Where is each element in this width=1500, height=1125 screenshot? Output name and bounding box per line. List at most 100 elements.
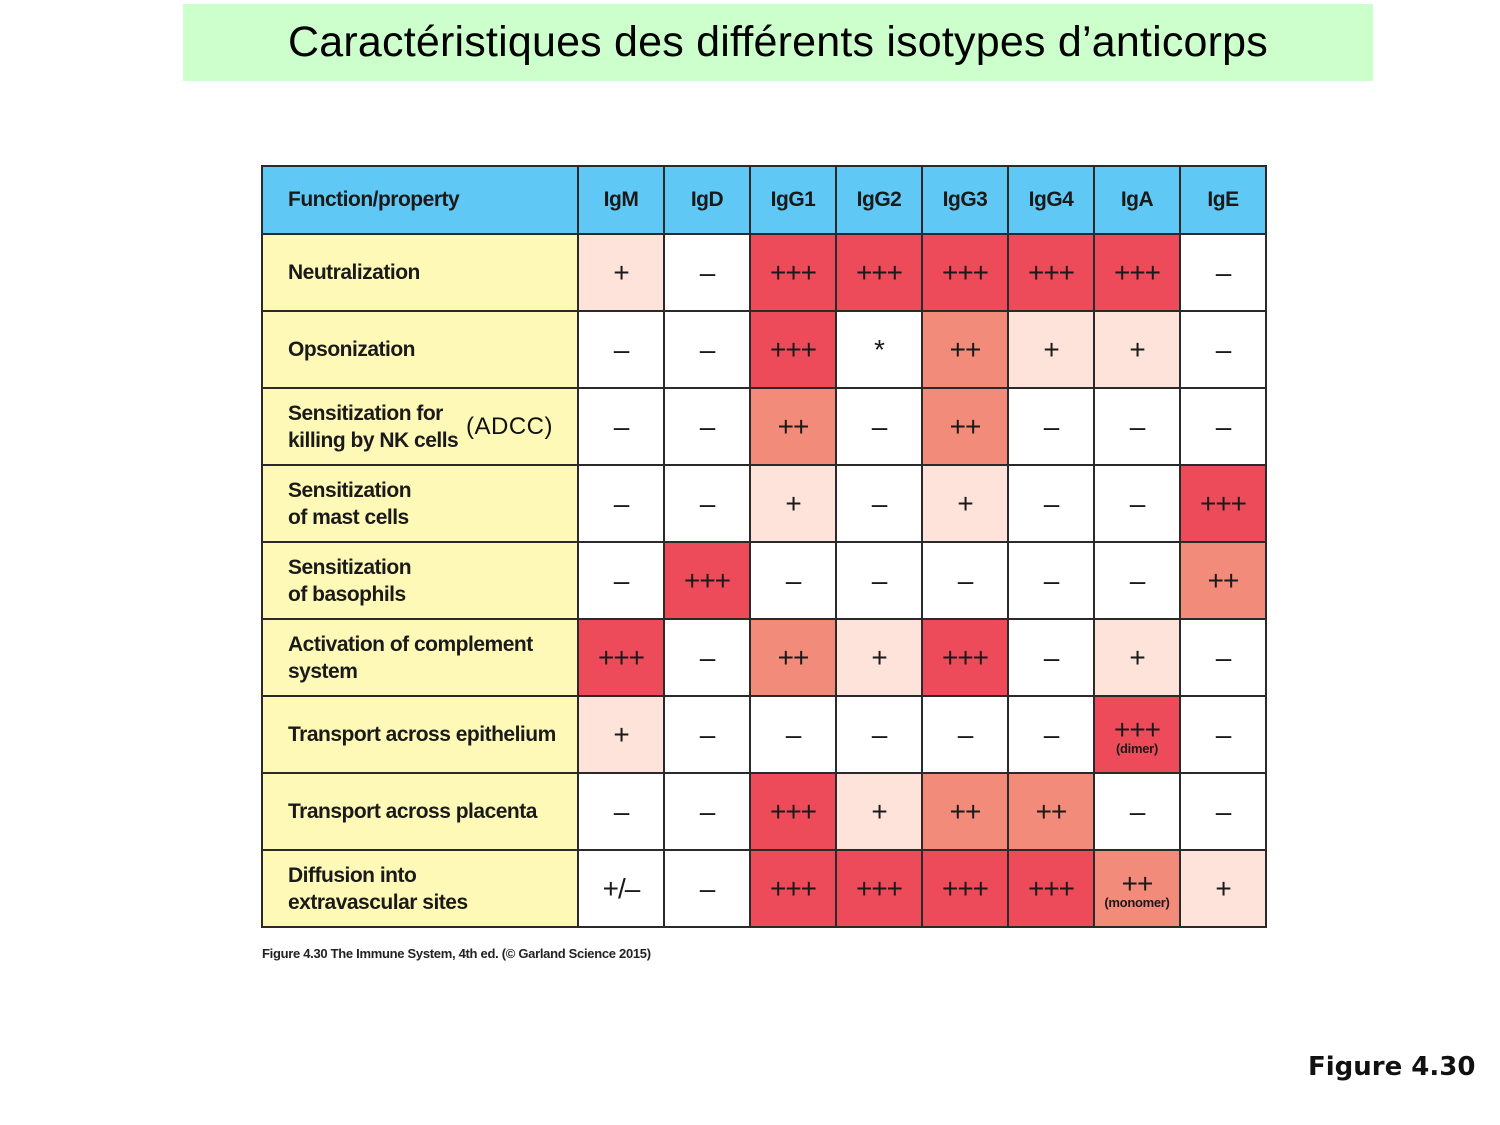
cell-value: ++ bbox=[1035, 795, 1068, 827]
cell-value: ++ bbox=[1207, 564, 1240, 596]
column-header: IgE bbox=[1179, 165, 1267, 235]
value-cell: – bbox=[1179, 233, 1267, 312]
column-header: IgM bbox=[577, 165, 665, 235]
cell-value: – bbox=[1215, 410, 1232, 442]
cell-value: – bbox=[699, 872, 716, 904]
value-cell: – bbox=[577, 464, 665, 543]
cell-value: ++ bbox=[949, 410, 982, 442]
value-cell: * bbox=[835, 310, 923, 389]
value-cell: +++ bbox=[749, 310, 837, 389]
cell-value: + bbox=[871, 641, 887, 673]
value-cell: – bbox=[1179, 310, 1267, 389]
value-cell: – bbox=[663, 464, 751, 543]
cell-value: – bbox=[613, 487, 630, 519]
cell-value: +++ bbox=[941, 872, 989, 904]
value-cell: – bbox=[663, 233, 751, 312]
cell-value: – bbox=[957, 718, 974, 750]
cell-value: + bbox=[785, 487, 801, 519]
value-cell: +/– bbox=[577, 849, 665, 928]
cell-value: ++ bbox=[1121, 868, 1154, 899]
value-cell: +++ bbox=[921, 233, 1009, 312]
value-cell: – bbox=[749, 541, 837, 620]
row-label-line: Activation of complement bbox=[288, 632, 533, 656]
cell-note: (monomer) bbox=[1104, 895, 1170, 910]
row-label: Sensitization for killing by NK cells (ADC… bbox=[261, 387, 579, 466]
value-cell: ++ bbox=[921, 772, 1009, 851]
row-label: Sensitization of basophils bbox=[261, 541, 579, 620]
value-cell: – bbox=[1093, 464, 1181, 543]
row-label: Opsonization bbox=[261, 310, 579, 389]
value-cell: – bbox=[577, 387, 665, 466]
column-header: IgA bbox=[1093, 165, 1181, 235]
cell-value: – bbox=[1129, 564, 1146, 596]
row-label-line: of basophils bbox=[288, 582, 406, 606]
row-label-line: Sensitization bbox=[288, 478, 412, 502]
row-label: Transport across placenta bbox=[261, 772, 579, 851]
cell-value: ++ bbox=[777, 641, 810, 673]
cell-value: – bbox=[613, 795, 630, 827]
cell-value: +++ bbox=[1199, 487, 1247, 519]
cell-value: – bbox=[699, 795, 716, 827]
value-cell: +++ bbox=[663, 541, 751, 620]
cell-value: + bbox=[1215, 872, 1231, 904]
cell-value: +++ bbox=[941, 256, 989, 288]
value-cell: + bbox=[1093, 310, 1181, 389]
cell-value: – bbox=[699, 641, 716, 673]
cell-value: – bbox=[1043, 564, 1060, 596]
row-label-line: of mast cells bbox=[288, 505, 409, 529]
value-cell: +++ bbox=[835, 849, 923, 928]
value-cell: ++ bbox=[921, 310, 1009, 389]
column-header: IgG3 bbox=[921, 165, 1009, 235]
cell-value: +++ bbox=[855, 256, 903, 288]
column-header: IgD bbox=[663, 165, 751, 235]
table-body: Neutralization + – +++ +++ +++ +++ +++ – Opsoniza… bbox=[261, 233, 1267, 928]
row-label: Neutralization bbox=[261, 233, 579, 312]
value-cell: – bbox=[1179, 772, 1267, 851]
cell-value: – bbox=[1043, 410, 1060, 442]
table-row: Neutralization + – +++ +++ +++ +++ +++ – bbox=[261, 233, 1267, 312]
row-label: Activation of complement system bbox=[261, 618, 579, 697]
row-label: Diffusion into extravascular sites bbox=[261, 849, 579, 928]
cell-value: + bbox=[957, 487, 973, 519]
cell-value: +++ bbox=[769, 256, 817, 288]
value-cell: – bbox=[1179, 387, 1267, 466]
table-row: Activation of complement system +++ – ++ + +++… bbox=[261, 618, 1267, 697]
cell-value: + bbox=[613, 718, 629, 750]
value-cell: ++ bbox=[1007, 772, 1095, 851]
cell-value: – bbox=[785, 718, 802, 750]
cell-value: – bbox=[1215, 256, 1232, 288]
slide-title-bar: Caractéristiques des différents isotypes… bbox=[183, 4, 1373, 81]
value-cell: +++ bbox=[577, 618, 665, 697]
value-cell: +++ bbox=[921, 618, 1009, 697]
cell-value: – bbox=[1043, 641, 1060, 673]
value-cell: – bbox=[835, 695, 923, 774]
value-cell: – bbox=[577, 772, 665, 851]
cell-value: – bbox=[1043, 718, 1060, 750]
cell-value: +++ bbox=[941, 641, 989, 673]
value-cell: – bbox=[663, 310, 751, 389]
table-row: Transport across placenta – – +++ + ++ ++ – – bbox=[261, 772, 1267, 851]
value-cell: – bbox=[1179, 618, 1267, 697]
value-cell: +++ bbox=[1007, 233, 1095, 312]
cell-value: – bbox=[613, 564, 630, 596]
value-cell: +++ bbox=[1093, 233, 1181, 312]
cell-value: – bbox=[1215, 795, 1232, 827]
cell-value: – bbox=[1215, 641, 1232, 673]
value-cell: + bbox=[577, 695, 665, 774]
cell-value: +++ bbox=[769, 333, 817, 365]
cell-value: – bbox=[1043, 487, 1060, 519]
cell-value: +++ bbox=[769, 795, 817, 827]
cell-value: – bbox=[613, 410, 630, 442]
row-label-line: Neutralization bbox=[288, 261, 420, 284]
isotype-table: Function/property IgM IgD IgG1 IgG2 IgG3… bbox=[261, 165, 1267, 928]
row-label-line: Transport across placenta bbox=[288, 800, 537, 823]
cell-value: + bbox=[613, 256, 629, 288]
row-label-line: Opsonization bbox=[288, 338, 416, 361]
cell-value: ++ bbox=[949, 795, 982, 827]
column-header: IgG1 bbox=[749, 165, 837, 235]
cell-value: – bbox=[1129, 410, 1146, 442]
value-cell: – bbox=[835, 541, 923, 620]
cell-value: – bbox=[871, 487, 888, 519]
cell-value: +++ bbox=[683, 564, 731, 596]
cell-value: – bbox=[699, 487, 716, 519]
